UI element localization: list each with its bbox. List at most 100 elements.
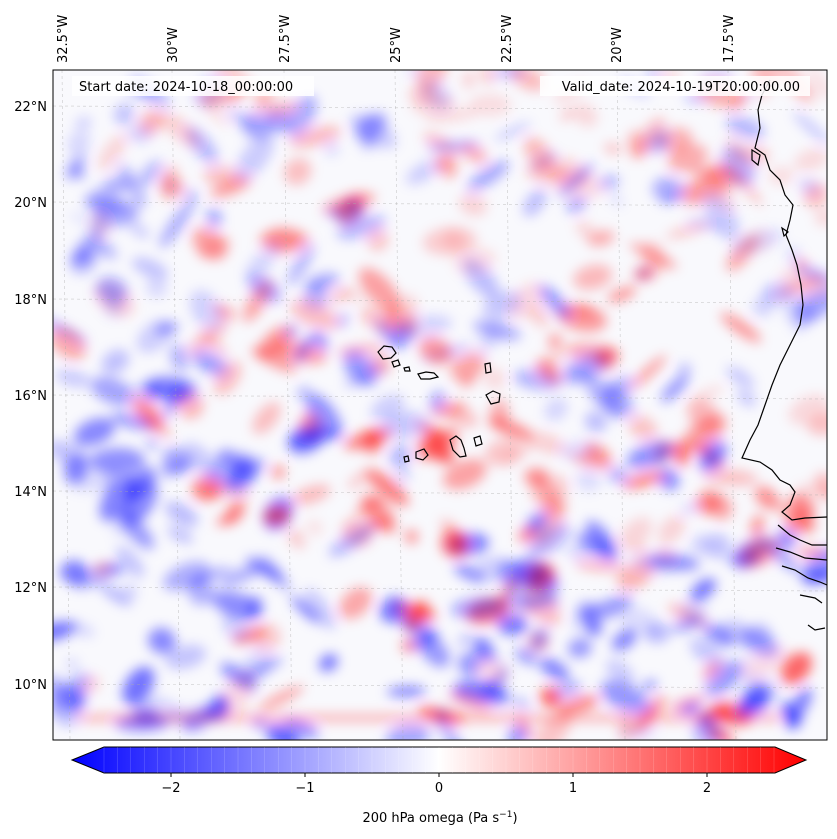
lon-label-17-5w: 17.5°W: [722, 15, 737, 63]
field-blob: [750, 514, 765, 538]
field-blob: [635, 545, 649, 559]
field-blob: [84, 195, 128, 213]
field-blob: [245, 595, 263, 620]
field-blob: [188, 579, 215, 606]
field-blob: [116, 546, 145, 578]
field-blob: [440, 530, 469, 558]
field-blob: [632, 117, 665, 160]
field-blob: [576, 468, 601, 492]
field-blob: [617, 606, 659, 635]
field-blob: [628, 415, 658, 441]
field-blob: [660, 190, 683, 205]
field-blob: [101, 349, 130, 374]
lat-label-10n: 10°N: [14, 678, 47, 693]
field-blob: [526, 511, 548, 534]
field-blob: [143, 376, 198, 401]
field-blob: [100, 584, 132, 606]
colorbar-tick-label-m2: −2: [161, 781, 180, 796]
field-blob: [627, 555, 668, 575]
field-blob: [127, 124, 152, 143]
field-blob: [453, 564, 486, 583]
field-blob: [740, 673, 783, 697]
field-blob: [608, 467, 629, 484]
field-blob: [114, 103, 135, 125]
field-blob: [210, 176, 252, 198]
field-blob: [198, 236, 232, 260]
field-blob: [362, 428, 383, 454]
field-blob: [244, 242, 281, 281]
field-blob: [504, 563, 549, 601]
colorbar-tick-label-m1: −1: [295, 781, 314, 796]
field-blob: [290, 299, 339, 330]
field-blob: [579, 368, 594, 385]
field-blob: [680, 702, 702, 715]
valid-date-label: Valid_date: 2024-10-19T20:00:00.00: [562, 80, 800, 95]
map-area: [53, 70, 827, 740]
field-blob: [571, 608, 596, 635]
field-blob: [686, 218, 722, 230]
field-blob: [793, 111, 827, 145]
field-blob: [623, 471, 664, 490]
field-blob: [726, 366, 755, 389]
colorbar-label: 200 hPa omega (Pa s−1): [362, 810, 517, 826]
field-blob: [711, 658, 749, 689]
field-blob: [494, 122, 532, 141]
graticule-meridian: [171, 70, 181, 740]
field-blob: [165, 644, 207, 670]
colorbar-tick-label-2: 2: [703, 781, 711, 796]
field-blob: [328, 287, 354, 303]
field-blob: [794, 148, 827, 172]
field-blob: [695, 385, 724, 399]
field-blob: [448, 691, 492, 713]
field-blob: [295, 334, 314, 362]
field-blob: [416, 70, 448, 91]
field-blob: [468, 94, 512, 117]
field-blob: [484, 439, 520, 466]
field-blob: [459, 193, 488, 217]
field-blob: [284, 158, 312, 186]
lat-label-18n: 18°N: [14, 293, 47, 308]
field-blob: [159, 201, 194, 248]
field-blob: [489, 399, 510, 426]
field-blob: [678, 362, 692, 376]
field-blob: [484, 651, 503, 666]
field-blob: [732, 168, 763, 207]
field-blob: [192, 350, 228, 376]
africa-coast-south: [775, 524, 827, 631]
field-blob: [458, 652, 481, 677]
field-blob: [566, 545, 590, 561]
field-blob: [497, 613, 528, 636]
field-blob: [606, 659, 635, 686]
field-blob: [671, 617, 704, 633]
lat-label-20n: 20°N: [14, 196, 47, 211]
field-blob: [725, 116, 765, 139]
field-blob: [269, 101, 298, 116]
field-blob: [118, 163, 146, 207]
field-blob: [148, 627, 176, 654]
field-blob: [355, 112, 387, 142]
field-blob: [680, 180, 707, 206]
field-blob: [467, 160, 510, 192]
field-blob: [204, 103, 230, 126]
field-blob: [189, 290, 223, 331]
field-blob: [347, 469, 370, 490]
field-blob: [97, 133, 127, 171]
field-blob: [719, 619, 749, 646]
island-santiago: [449, 435, 467, 458]
field-blob: [573, 264, 613, 290]
field-blob: [385, 307, 419, 334]
field-blob: [483, 368, 506, 390]
field-blob: [459, 374, 475, 389]
field-blob: [690, 578, 716, 601]
field-blob: [287, 243, 315, 286]
field-blob: [575, 560, 626, 572]
field-blob: [658, 515, 686, 544]
field-blob: [426, 140, 481, 152]
island-sao-vicente: [391, 359, 401, 368]
field-blob: [89, 447, 145, 475]
field-blob: [95, 276, 128, 304]
field-blob: [53, 621, 77, 639]
field-blob: [450, 596, 506, 619]
field-blob: [111, 412, 155, 431]
field-blob: [165, 501, 199, 527]
